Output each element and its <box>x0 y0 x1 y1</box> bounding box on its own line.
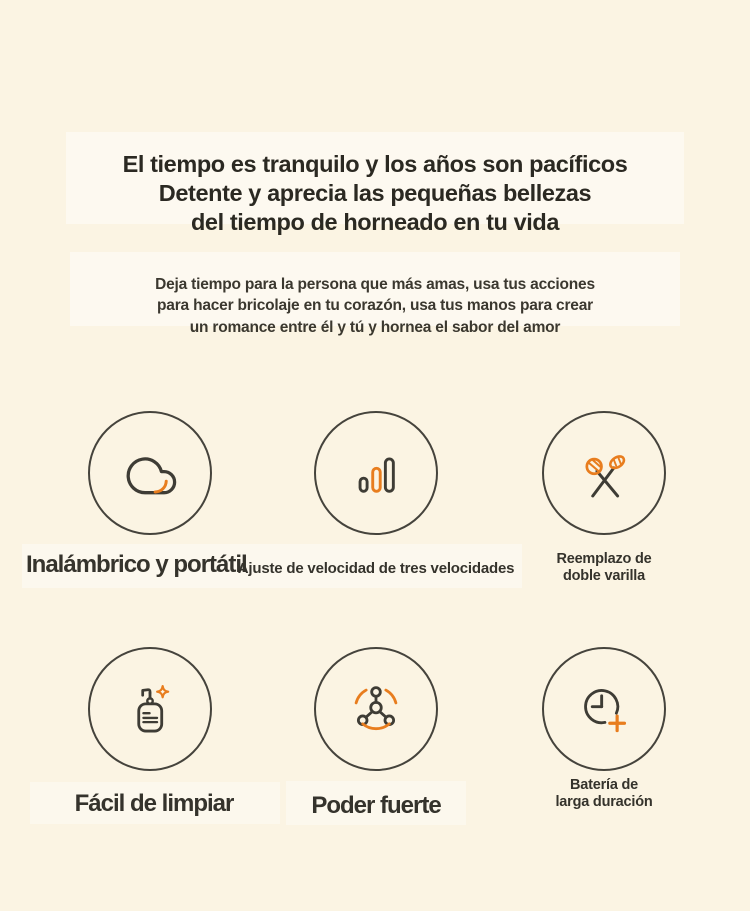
title-background-patch <box>66 132 684 224</box>
subtitle-line: Deja tiempo para la persona que más amas… <box>155 275 595 293</box>
feature-circle-wireless <box>88 411 212 535</box>
feature-label-speeds: Ajuste de velocidad de tres velocidades <box>237 560 515 577</box>
row1-label-background-patch <box>22 544 522 588</box>
pump-bottle-icon <box>137 684 170 733</box>
feature-label-power: Poder fuerte <box>311 792 441 819</box>
feature-label-clean: Fácil de limpiar <box>74 790 235 817</box>
title-line: Detente y aprecia las pequeñas bellezas <box>158 179 592 206</box>
feature-label-line: doble varilla <box>562 568 645 584</box>
clean-label-background-patch <box>30 782 280 824</box>
cloud-icon <box>126 457 177 495</box>
page-title: El tiempo es tranquilo y los años son pa… <box>68 150 682 237</box>
feature-label-battery: Batería de larga duración <box>524 777 684 811</box>
subtitle-line: un romance entre él y tú y hornea el sab… <box>189 318 561 336</box>
subtitle-background-patch <box>70 252 680 326</box>
subtitle-line: para hacer bricolaje en tu corazón, usa … <box>157 297 593 314</box>
title-line: El tiempo es tranquilo y los años son pa… <box>122 150 628 177</box>
title-line: del tiempo de horneado en tu vida <box>190 208 560 235</box>
feature-circle-clean <box>88 647 212 771</box>
feature-circle-power <box>314 647 438 771</box>
feature-circle-battery <box>542 647 666 771</box>
feature-circle-speeds <box>314 411 438 535</box>
feature-label-wireless: Inalámbrico y portátil <box>26 551 248 578</box>
feature-circle-rods <box>542 411 666 535</box>
whisk-beaters-icon <box>585 455 626 498</box>
molecule-icon <box>354 686 398 731</box>
signal-bars-icon <box>358 457 395 493</box>
feature-label-line: Batería de <box>569 777 639 793</box>
power-label-background-patch <box>286 781 466 825</box>
feature-label-rods: Reemplazo de doble varilla <box>524 551 684 585</box>
feature-label-line: Reemplazo de <box>556 551 652 567</box>
page-subtitle: Deja tiempo para la persona que más amas… <box>70 274 680 339</box>
feature-label-line: larga duración <box>555 794 653 810</box>
clock-plus-icon <box>584 689 627 733</box>
